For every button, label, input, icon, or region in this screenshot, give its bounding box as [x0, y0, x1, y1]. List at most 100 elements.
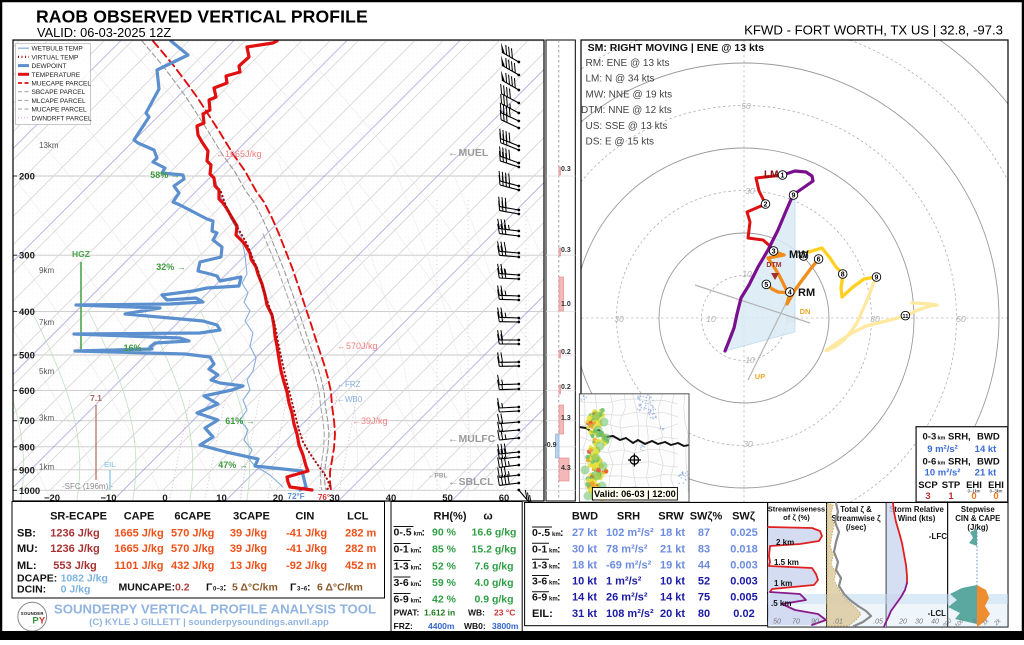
svg-text:10: 10	[745, 355, 755, 365]
svg-text:SCP: SCP	[918, 480, 938, 491]
svg-text:Storm Relative: Storm Relative	[889, 505, 944, 514]
svg-text:3800m: 3800m	[492, 621, 519, 631]
svg-text:MUECAPE PARCEL: MUECAPE PARCEL	[32, 81, 92, 88]
svg-text:SM: RIGHT MOVING | ENE @ 13 kt: SM: RIGHT MOVING | ENE @ 13 kts	[588, 42, 765, 54]
svg-text:EIL:: EIL:	[532, 608, 553, 620]
svg-text:13 J/kg: 13 J/kg	[230, 560, 267, 572]
svg-text:Valid: 06-03 | 12:00: Valid: 06-03 | 12:00	[594, 489, 676, 499]
svg-text:Γ: Γ	[290, 582, 297, 594]
svg-text:-LFC: -LFC	[929, 532, 947, 541]
svg-text:.05: .05	[873, 619, 883, 626]
svg-text:20: 20	[898, 619, 907, 626]
svg-text:83: 83	[698, 543, 710, 555]
svg-text:CIN & CAPE: CIN & CAPE	[955, 514, 1000, 523]
svg-text:1.0: 1.0	[561, 301, 571, 308]
svg-text:282 m: 282 m	[345, 528, 376, 540]
svg-text:DCIN:: DCIN:	[17, 584, 46, 596]
svg-text:FRZ:: FRZ:	[394, 621, 414, 631]
svg-text:←1665J/kg: ←1665J/kg	[216, 149, 262, 159]
svg-text:SRH: SRH	[617, 511, 640, 523]
svg-text:WETBULB TEMP: WETBULB TEMP	[32, 46, 83, 53]
svg-text:14 kt: 14 kt	[975, 444, 997, 455]
svg-text::: :	[419, 561, 423, 573]
svg-text:0-1: 0-1	[394, 544, 409, 556]
svg-text:UP: UP	[755, 372, 765, 381]
svg-text:PWAT:: PWAT:	[394, 608, 420, 618]
svg-text:←SBLCL: ←SBLCL	[448, 476, 494, 488]
svg-text:CIN: CIN	[295, 511, 314, 523]
svg-text:BWD: BWD	[977, 456, 1000, 467]
svg-text:2 km: 2 km	[776, 538, 794, 547]
svg-text:20 kt: 20 kt	[660, 608, 685, 620]
svg-text:-SFC (196m) -: -SFC (196m) -	[62, 482, 113, 491]
svg-text:Stepwise: Stepwise	[961, 505, 995, 514]
svg-text:-41 J/kg: -41 J/kg	[286, 528, 327, 540]
svg-text:700: 700	[19, 416, 35, 427]
svg-text:1: 1	[948, 491, 954, 502]
svg-text:←MULFC: ←MULFC	[448, 433, 496, 445]
svg-text:SR-ECAPE: SR-ECAPE	[50, 511, 107, 523]
svg-text:14 kt: 14 kt	[660, 592, 685, 604]
svg-text:47% →: 47% →	[218, 460, 248, 470]
svg-text:58% →: 58% →	[150, 170, 180, 180]
svg-text:30: 30	[745, 186, 755, 196]
svg-text:553 J/kg: 553 J/kg	[53, 560, 96, 572]
svg-text:50: 50	[741, 101, 751, 111]
svg-text:18 kt: 18 kt	[572, 559, 597, 571]
svg-text:39 J/kg: 39 J/kg	[230, 543, 267, 555]
svg-text:0-.5: 0-.5	[394, 527, 412, 539]
svg-text:1-3: 1-3	[394, 561, 409, 573]
svg-text:3: 3	[925, 491, 930, 502]
svg-text:31 kt: 31 kt	[572, 608, 597, 620]
svg-text:0.003: 0.003	[730, 559, 758, 571]
svg-text:32% →: 32% →	[156, 262, 186, 272]
svg-text:90: 90	[811, 619, 819, 626]
svg-text:1665 J/kg: 1665 J/kg	[114, 543, 164, 555]
svg-text:1 km: 1 km	[774, 579, 792, 588]
svg-text:DN: DN	[800, 307, 811, 316]
svg-text:HGZ: HGZ	[72, 249, 90, 259]
svg-text:44: 44	[698, 559, 711, 571]
svg-text:3-6: 3-6	[394, 577, 409, 589]
svg-text:8: 8	[841, 272, 845, 279]
svg-text:6: 6	[817, 257, 821, 264]
svg-text::: :	[419, 594, 423, 606]
svg-text::: :	[557, 592, 561, 604]
svg-text:42 %: 42 %	[432, 594, 457, 606]
svg-text:4400m: 4400m	[428, 621, 455, 631]
svg-text:10 kt: 10 kt	[660, 576, 685, 588]
svg-text:30: 30	[915, 619, 923, 626]
svg-text:Streamwise ζ: Streamwise ζ	[831, 514, 881, 523]
svg-text:75: 75	[698, 592, 710, 604]
svg-text::: :	[419, 544, 423, 556]
svg-text::: :	[557, 559, 561, 571]
svg-text:SB:: SB:	[17, 528, 36, 540]
svg-text:1km: 1km	[39, 463, 54, 472]
svg-text:Total ζ &: Total ζ &	[840, 505, 872, 514]
svg-text:←PBL: ←PBL	[428, 473, 448, 480]
svg-text:9: 9	[792, 193, 796, 200]
svg-text:LM: N @ 34 kts: LM: N @ 34 kts	[586, 74, 655, 85]
svg-text:BWD: BWD	[572, 511, 598, 523]
svg-text:7.6 g/kg: 7.6 g/kg	[474, 561, 513, 573]
svg-text:0.005: 0.005	[730, 592, 758, 604]
svg-text:(/sec): (/sec)	[846, 523, 867, 532]
svg-text:10: 10	[742, 269, 752, 279]
svg-text:RM: ENE @ 13 kts: RM: ENE @ 13 kts	[586, 58, 670, 69]
svg-text:0-3: 0-3	[923, 432, 937, 443]
svg-text:70: 70	[792, 619, 800, 626]
svg-text:-41 J/kg: -41 J/kg	[286, 543, 327, 555]
svg-text:1101 J/kg: 1101 J/kg	[115, 560, 164, 572]
svg-text:6 Δ°C/km: 6 Δ°C/km	[317, 582, 363, 594]
svg-text:80: 80	[698, 608, 710, 620]
svg-text:1-3: 1-3	[532, 559, 547, 571]
svg-text:39 J/kg: 39 J/kg	[230, 528, 267, 540]
svg-text:SWζ%: SWζ%	[690, 511, 723, 523]
svg-text:Y: Y	[39, 616, 46, 627]
svg-text:-92 J/kg: -92 J/kg	[286, 560, 327, 572]
svg-text:13km: 13km	[39, 141, 59, 150]
svg-text:4: 4	[788, 290, 792, 297]
svg-text:800: 800	[19, 442, 35, 453]
svg-text:MW: MW	[789, 249, 809, 261]
svg-text:19 kt: 19 kt	[660, 559, 685, 571]
